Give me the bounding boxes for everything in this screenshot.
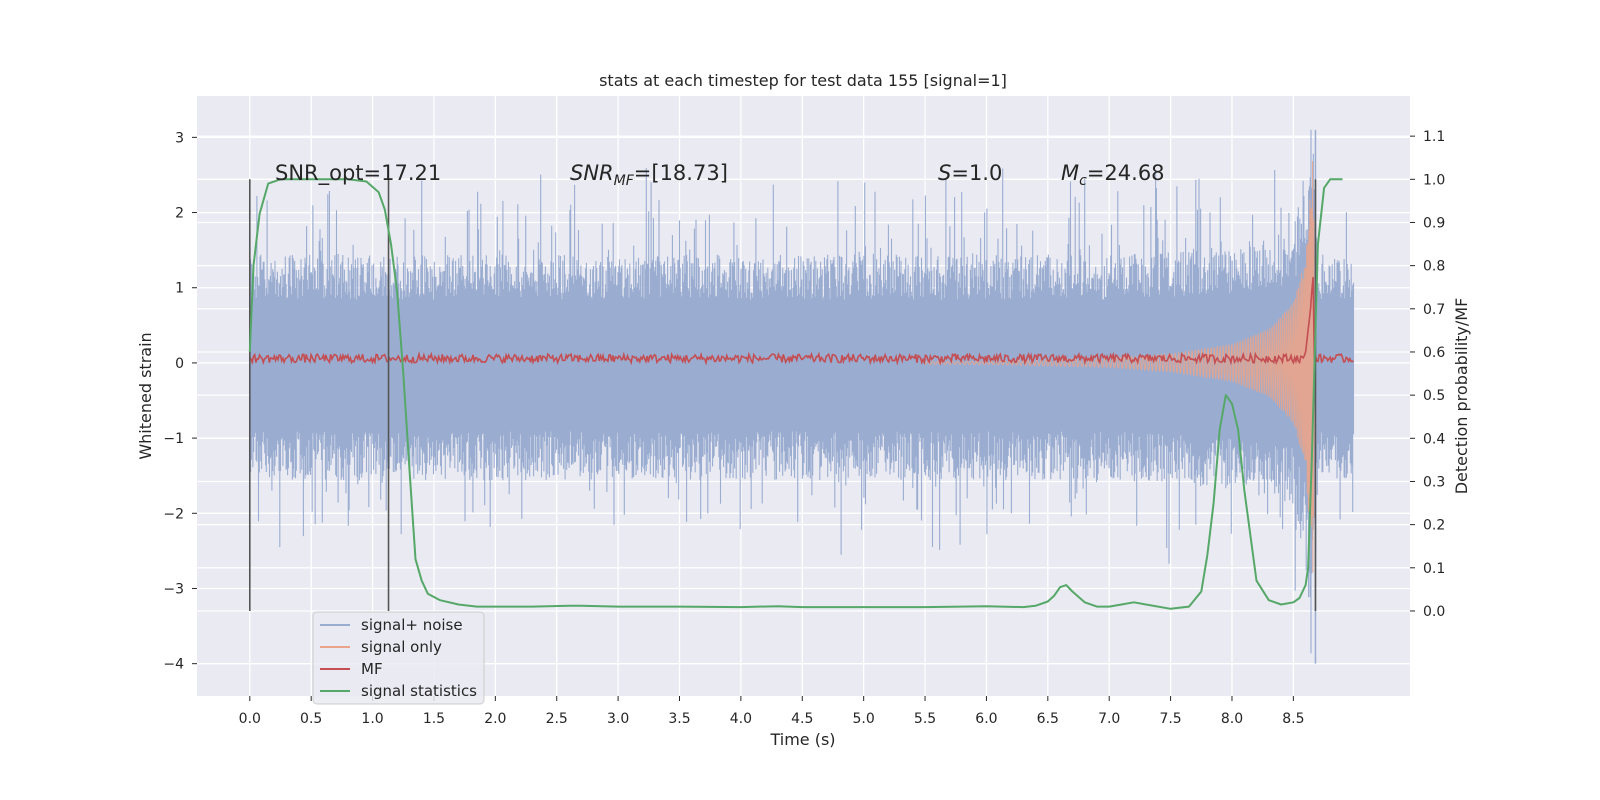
y-axis-right-title: Detection probability/MF: [1452, 298, 1471, 495]
x-tick-label: 4.5: [791, 711, 813, 727]
x-tick-label: 3.5: [668, 711, 690, 727]
x-tick-label: 6.5: [1037, 711, 1059, 727]
y-left-tick-label: 0: [175, 356, 184, 372]
legend-box: [312, 611, 485, 705]
signal-statistics-line: [248, 178, 1343, 610]
y-left-tick-label: −2: [163, 506, 184, 522]
x-tick-label: 0.0: [239, 711, 261, 727]
annotation-snr-mf: SNRMF=[18.73]: [570, 161, 728, 189]
annotation-mc: Mc=24.68: [1061, 161, 1165, 189]
y-left-tick-label: 3: [175, 130, 184, 146]
annotation-s-value: =1.0: [951, 161, 1002, 185]
mf-series: [249, 277, 1354, 366]
annotation-snr-opt: SNR_opt=17.21: [275, 161, 441, 186]
y-right-tick-label: 0.9: [1423, 215, 1445, 231]
legend-label-signal-statistics: signal statistics: [361, 682, 477, 700]
y-right-tick-label: 0.3: [1423, 474, 1445, 490]
x-tick-label: 7.5: [1159, 711, 1181, 727]
annotation-snr-mf-sub: MF: [614, 173, 635, 189]
annotation-snr-mf-var: SNR: [570, 161, 614, 185]
y-right-tick-label: 1.1: [1423, 129, 1445, 145]
legend-label-mf: MF: [361, 660, 383, 678]
annotation-mc-value: =24.68: [1087, 161, 1165, 185]
x-tick-label: 0.5: [300, 711, 322, 727]
annotation-mc-sub: c: [1079, 173, 1087, 189]
x-tick-label: 8.0: [1221, 711, 1243, 727]
x-tick-label: 7.0: [1098, 711, 1120, 727]
annotation-snr-mf-value: =[18.73]: [634, 161, 728, 185]
x-tick-label: 2.5: [546, 711, 568, 727]
x-tick-label: 1.0: [361, 711, 383, 727]
y-right-tick-label: 0.0: [1423, 604, 1445, 620]
y-left-tick-label: 2: [175, 206, 184, 222]
y-right-tick-label: 0.4: [1423, 431, 1445, 447]
y-left-tick-label: 1: [175, 281, 184, 297]
y-right-tick-label: 1.0: [1423, 172, 1445, 188]
y-right-tick-label: 0.2: [1423, 518, 1445, 534]
y-right-tick-label: 0.1: [1423, 561, 1445, 577]
y-left-tick-label: −1: [163, 431, 184, 447]
y-right-tick-label: 0.7: [1423, 302, 1445, 318]
x-axis-title: Time (s): [769, 730, 835, 749]
x-tick-label: 6.0: [975, 711, 997, 727]
tick-labels: 0.0 0.5 1.0 1.5 2.0 2.5 3.0 3.5 4.0 4.5 5.0 5.5 6.0 6…: [163, 129, 1445, 727]
x-tick-label: 4.0: [730, 711, 752, 727]
legend: signal+ noise signal only MF signal stat…: [312, 611, 485, 705]
y-right-tick-label: 0.6: [1423, 345, 1445, 361]
x-tick-label: 5.0: [853, 711, 875, 727]
x-tick-label: 1.5: [423, 711, 445, 727]
x-tick-label: 5.5: [914, 711, 936, 727]
signal-statistics-series: [248, 178, 1343, 610]
annotation-s: S=1.0: [938, 161, 1002, 185]
annotation-mc-var: M: [1061, 161, 1079, 185]
vertical-markers: [248, 179, 1317, 611]
y-left-tick-label: −3: [163, 581, 184, 597]
y-axis-left-title: Whitened strain: [136, 332, 155, 459]
x-tick-label: 8.5: [1282, 711, 1304, 727]
y-right-tick-label: 0.8: [1423, 259, 1445, 275]
x-tick-label: 3.0: [607, 711, 629, 727]
chart-title: stats at each timestep for test data 155…: [599, 71, 1007, 90]
legend-label-signal-noise: signal+ noise: [361, 616, 463, 634]
x-tick-label: 2.0: [484, 711, 506, 727]
annotation-s-var: S: [938, 161, 951, 185]
y-right-tick-label: 0.5: [1423, 388, 1445, 404]
y-left-tick-label: −4: [163, 657, 184, 673]
mf-line: [249, 277, 1354, 366]
legend-label-signal-only: signal only: [361, 638, 442, 656]
